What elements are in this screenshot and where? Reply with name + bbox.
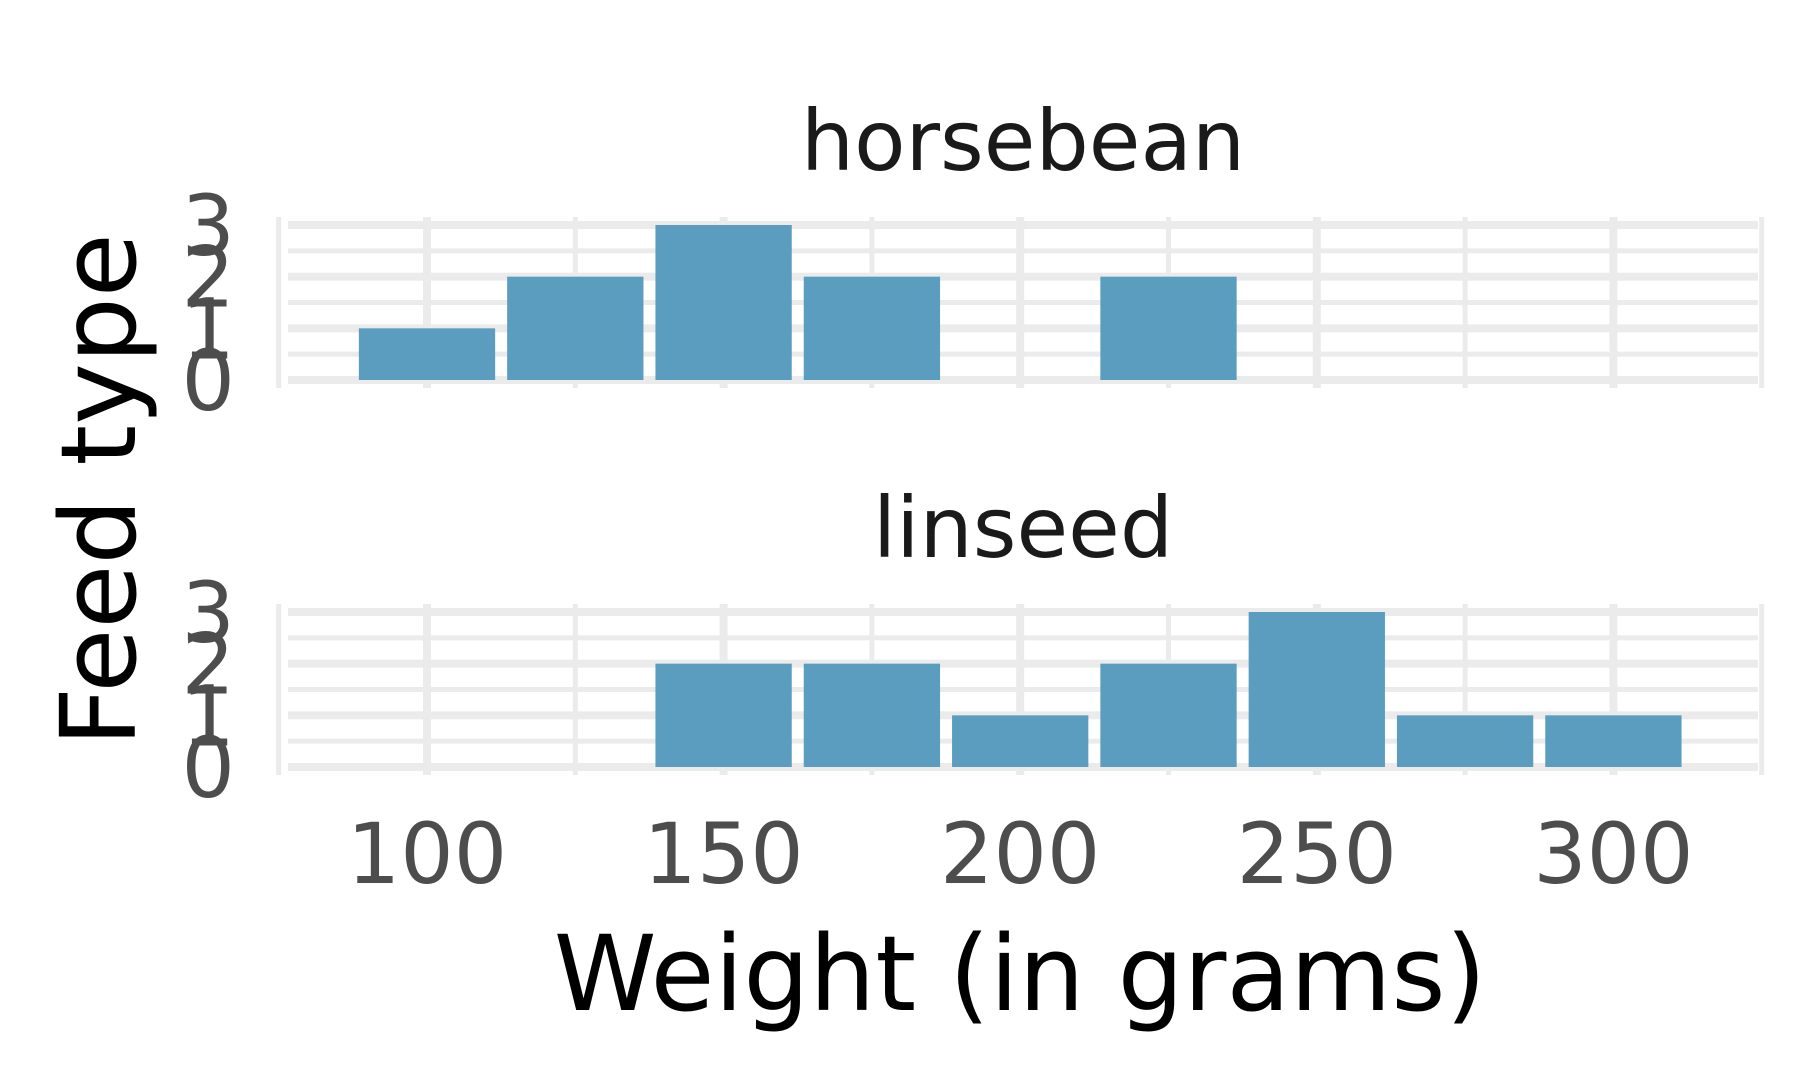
y-tick-label: 1 (182, 667, 235, 765)
y-tick-label: 3 (182, 177, 235, 275)
x-tick-label: 300 (1533, 805, 1693, 903)
bar (1100, 276, 1237, 380)
y-tick-label: 0 (182, 719, 235, 817)
bar (507, 276, 644, 380)
bar (655, 225, 792, 380)
facet-strip-label: horsebean (801, 92, 1245, 190)
y-tick-label: 1 (182, 280, 235, 378)
facet-strip-label: linseed (873, 479, 1173, 577)
x-axis-title: Weight (in grams) (554, 913, 1486, 1035)
y-tick-label: 3 (182, 564, 235, 662)
y-axis-title: Feed type (38, 233, 160, 747)
x-tick-label: 200 (940, 805, 1100, 903)
bar (1100, 663, 1237, 767)
x-tick-label: 150 (643, 805, 803, 903)
y-tick-label: 2 (182, 229, 235, 327)
bar (1545, 715, 1682, 767)
x-tick-label: 100 (347, 805, 507, 903)
x-tick-label: 250 (1237, 805, 1397, 903)
bar (1396, 715, 1534, 767)
bar (358, 328, 496, 380)
bar (803, 663, 941, 767)
bar (952, 715, 1089, 767)
bar (655, 663, 792, 767)
bar (803, 276, 941, 380)
x-axis-ticks: 100 150 200 250 300 (347, 805, 1694, 903)
bar (1248, 612, 1385, 767)
y-tick-label: 2 (182, 616, 235, 714)
y-tick-label: 0 (182, 332, 235, 430)
